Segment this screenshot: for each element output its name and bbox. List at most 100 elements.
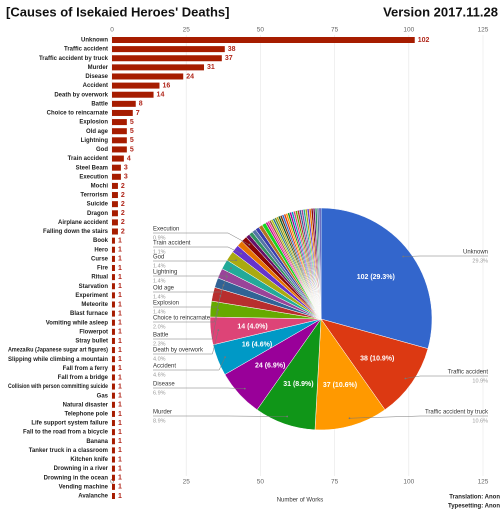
slice-label: God (153, 255, 164, 261)
category-label: Terrorism (80, 193, 108, 199)
x-tick-label: 100 (403, 479, 414, 486)
value-label: 4 (127, 155, 131, 162)
category-label: Natural disaster (63, 402, 109, 408)
leader-dot (230, 267, 233, 270)
bar (112, 347, 115, 354)
value-label: 1 (118, 301, 122, 308)
category-label: Dragon (87, 211, 108, 217)
slice-percent: 4.0% (153, 356, 166, 362)
bar (112, 109, 133, 116)
x-tick-label: 125 (478, 27, 489, 34)
leader-dot (404, 377, 407, 380)
category-label: Hero (94, 247, 108, 253)
bar (112, 182, 118, 189)
value-label: 31 (207, 64, 215, 71)
category-label: Airplane accident (58, 220, 108, 226)
leader-line (153, 232, 250, 245)
bar (112, 155, 124, 162)
value-label: 102 (418, 37, 430, 44)
value-label: 1 (118, 274, 122, 281)
category-label: Fall to the road from a bicycle (23, 430, 109, 436)
leader-line (153, 246, 242, 254)
bar (112, 292, 115, 299)
leader-dot (240, 252, 243, 255)
category-label: Life support system failure (31, 421, 108, 427)
category-label: Old age (86, 129, 109, 135)
bar (112, 447, 115, 454)
value-label: 1 (118, 420, 122, 427)
slice-percent: 1.4% (153, 294, 166, 300)
value-label: 1 (118, 374, 122, 381)
x-tick-label: 25 (183, 479, 191, 486)
bar (112, 283, 115, 290)
bar (112, 474, 115, 481)
category-label: Experiment (75, 293, 108, 299)
bar (112, 201, 118, 208)
bar (112, 310, 115, 317)
slice-percent: 2.0% (153, 324, 166, 330)
bar (112, 429, 115, 436)
bar (112, 64, 205, 71)
value-label: 1 (118, 393, 122, 400)
annotation: Translation: Anon (449, 495, 500, 501)
category-label: Stray bullet (75, 339, 108, 345)
value-label: 1 (118, 411, 122, 418)
slice-percent: 2.3% (153, 341, 166, 347)
bar (112, 173, 121, 180)
bar (112, 237, 115, 244)
value-label: 16 (162, 82, 170, 89)
leader-line (153, 268, 232, 277)
x-tick-label: 50 (257, 479, 265, 486)
leader-line (153, 357, 226, 371)
category-label: Vending machine (59, 484, 109, 490)
value-label: 1 (118, 456, 122, 463)
leader-dot (217, 329, 220, 332)
bar (112, 37, 415, 43)
slice-percent: 10.6% (472, 418, 488, 424)
bar (112, 365, 115, 372)
value-label: 1 (118, 283, 122, 290)
bar (112, 100, 136, 107)
bar (112, 164, 121, 171)
slice-value-label: 37 (10.6%) (323, 382, 357, 389)
leader-line (349, 415, 488, 419)
bar (112, 410, 115, 417)
category-label: Avalanche (78, 494, 108, 500)
bar (112, 356, 115, 363)
value-label: 37 (225, 55, 233, 62)
bar (112, 210, 118, 217)
slice-percent: 1.4% (153, 309, 166, 315)
slice-percent: 6.9% (153, 390, 166, 396)
leader-line (153, 415, 288, 417)
pie-slice (320, 207, 433, 350)
value-label: 2 (121, 192, 125, 199)
category-label: Death by overwork (54, 92, 108, 98)
slice-value-label: 24 (6.9%) (255, 362, 285, 369)
chart-title: [Causes of Isekaied Heroes' Deaths] (6, 4, 229, 19)
slice-label: Choice to reincarnate (153, 316, 211, 322)
category-label: Gas (97, 393, 109, 399)
x-tick-label: 75 (331, 479, 339, 486)
slice-label: Murder (153, 410, 172, 416)
value-label: 7 (136, 110, 140, 117)
x-tick-label: 50 (257, 27, 265, 34)
slice-label: Unknown (463, 250, 488, 256)
value-label: 3 (124, 174, 128, 181)
slice-value-label: 102 (29.3%) (357, 274, 395, 281)
bar (112, 374, 115, 381)
value-label: 1 (118, 256, 122, 263)
pie-slice (318, 207, 322, 320)
bar (112, 383, 115, 390)
value-label: 1 (118, 383, 122, 390)
value-label: 1 (118, 338, 122, 345)
slice-percent: 8.9% (153, 418, 166, 424)
bar (112, 493, 115, 499)
value-label: 1 (118, 402, 122, 409)
x-tick-label: 0 (110, 479, 114, 486)
category-label: Falling down the stairs (43, 229, 109, 235)
slice-percent: 1.4% (153, 278, 166, 284)
bar (112, 91, 154, 98)
category-label: Kitchen knife (70, 457, 108, 463)
pie-slice (314, 318, 386, 431)
